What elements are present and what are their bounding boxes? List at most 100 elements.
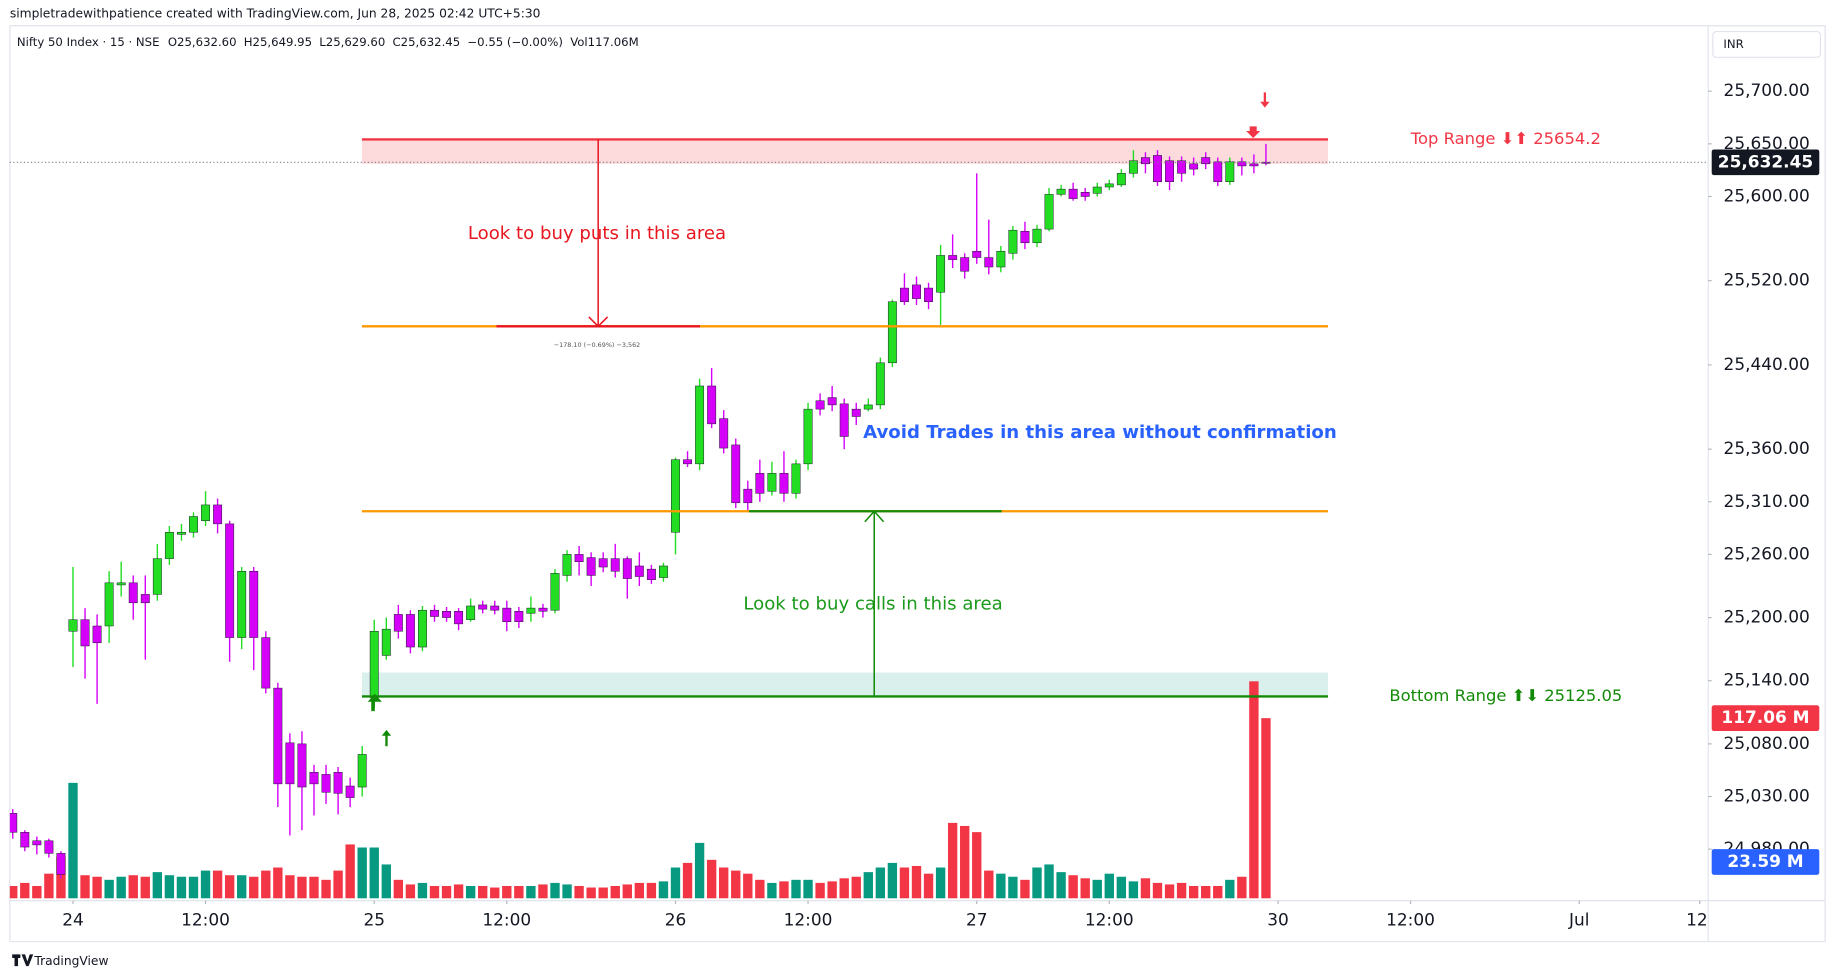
volume-bar bbox=[610, 885, 620, 899]
volume-bar bbox=[960, 825, 970, 899]
candle-body bbox=[1177, 160, 1187, 174]
candle-body bbox=[92, 625, 102, 644]
volume-bar bbox=[586, 887, 596, 899]
volume-bar bbox=[1056, 872, 1066, 899]
volume-bar bbox=[465, 885, 476, 899]
candle-body bbox=[526, 607, 536, 614]
y-tick-label: 25,080.00 bbox=[1724, 733, 1810, 753]
candle-body bbox=[924, 287, 933, 302]
candle-body bbox=[430, 609, 439, 617]
candle-body bbox=[273, 687, 283, 785]
volume-bar bbox=[417, 882, 428, 899]
volume-bar bbox=[188, 876, 199, 899]
volume-bar bbox=[803, 879, 813, 899]
volume-bar bbox=[1020, 879, 1030, 899]
note: Look to buy puts in this area bbox=[468, 223, 726, 244]
volume-bar bbox=[972, 832, 982, 899]
candle-body bbox=[1153, 155, 1162, 182]
volume-bar bbox=[68, 782, 78, 899]
volume-bar bbox=[441, 885, 452, 899]
volume-bar bbox=[815, 882, 825, 899]
y-tick-label: 25,140.00 bbox=[1724, 670, 1810, 690]
currency[interactable]: INR bbox=[1723, 37, 1743, 51]
volume-bar bbox=[779, 881, 789, 899]
volume-bar bbox=[562, 884, 572, 899]
level-label: Bottom Range ⬆⬇ 25125.05 bbox=[1389, 686, 1622, 705]
volume-bar bbox=[1068, 875, 1078, 899]
volume-bar bbox=[706, 859, 717, 899]
volume-bar bbox=[923, 873, 934, 899]
candle-body bbox=[610, 558, 620, 572]
candle-body bbox=[201, 504, 210, 521]
legend-change: −0.55 (−0.00%) bbox=[467, 35, 563, 49]
y-tick-label: 25,700.00 bbox=[1724, 80, 1810, 100]
candle-body bbox=[80, 619, 90, 647]
x-tick-label: Jul bbox=[1568, 910, 1589, 930]
volume-bar bbox=[1104, 873, 1114, 899]
signal-arrow bbox=[381, 729, 392, 747]
volume-bar bbox=[369, 847, 379, 899]
candle-body bbox=[1068, 188, 1078, 199]
candle-body bbox=[104, 582, 114, 627]
y-tick-label: 25,520.00 bbox=[1724, 270, 1810, 290]
x-tick-label: 12: bbox=[1686, 910, 1713, 930]
volume-bar bbox=[899, 867, 910, 899]
volume-bar bbox=[128, 875, 138, 899]
candle-body bbox=[68, 619, 78, 632]
x-tick-label: 26 bbox=[665, 910, 687, 930]
note: Look to buy calls in this area bbox=[743, 594, 1002, 615]
volume-bar bbox=[116, 876, 126, 899]
candle-body bbox=[851, 408, 861, 417]
candle-body bbox=[900, 287, 909, 302]
candle-body bbox=[502, 607, 512, 623]
zone bbox=[361, 139, 1329, 164]
volume-bar bbox=[887, 862, 898, 899]
candle-body bbox=[1213, 161, 1223, 182]
zone bbox=[361, 672, 1329, 697]
candle-body bbox=[912, 284, 921, 299]
candle-body bbox=[839, 403, 849, 437]
volume-bar bbox=[224, 875, 235, 899]
volume-bar bbox=[32, 885, 42, 899]
volume-bar bbox=[839, 878, 849, 899]
volume-bar bbox=[719, 867, 729, 899]
candle-body bbox=[1020, 230, 1030, 244]
candle-body bbox=[936, 255, 946, 293]
y-tick-label: 25,440.00 bbox=[1724, 354, 1810, 374]
candle-body bbox=[297, 743, 307, 788]
candle-body bbox=[779, 473, 789, 494]
candle-body bbox=[140, 594, 150, 604]
volume-bar bbox=[261, 870, 271, 899]
volume-bar bbox=[453, 884, 464, 899]
candle-body bbox=[948, 255, 958, 260]
candle-body bbox=[213, 504, 223, 525]
candle-body bbox=[405, 614, 415, 648]
volume-bar bbox=[634, 882, 645, 899]
volume-bar bbox=[1032, 867, 1042, 899]
candle-body bbox=[1080, 192, 1090, 197]
volume-bar bbox=[863, 872, 873, 899]
volume-bar bbox=[767, 882, 777, 899]
volume-bar bbox=[333, 870, 343, 899]
candle-body bbox=[164, 532, 174, 559]
volume-bar bbox=[935, 867, 946, 899]
candle-body bbox=[574, 554, 584, 563]
candle-body bbox=[707, 385, 717, 425]
candle-body bbox=[1032, 228, 1042, 244]
candle-body bbox=[634, 565, 644, 577]
volume-tag-bg bbox=[1711, 705, 1820, 732]
volume-bar bbox=[200, 870, 211, 899]
volume-bar bbox=[212, 870, 223, 899]
candle-body bbox=[44, 840, 54, 854]
currency-button[interactable] bbox=[1712, 30, 1822, 58]
volume-ma-tag-bg bbox=[1711, 849, 1820, 875]
candle-body bbox=[490, 605, 500, 611]
legend-open: O25,632.60 bbox=[168, 35, 237, 49]
x-tick-label: 25 bbox=[363, 910, 385, 930]
volume-bar bbox=[670, 867, 681, 899]
candle-body bbox=[417, 609, 427, 648]
candle-body bbox=[116, 582, 126, 586]
x-tick-label: 12:00 bbox=[181, 910, 230, 930]
candle-body bbox=[719, 418, 729, 449]
volume-bar bbox=[996, 873, 1006, 899]
